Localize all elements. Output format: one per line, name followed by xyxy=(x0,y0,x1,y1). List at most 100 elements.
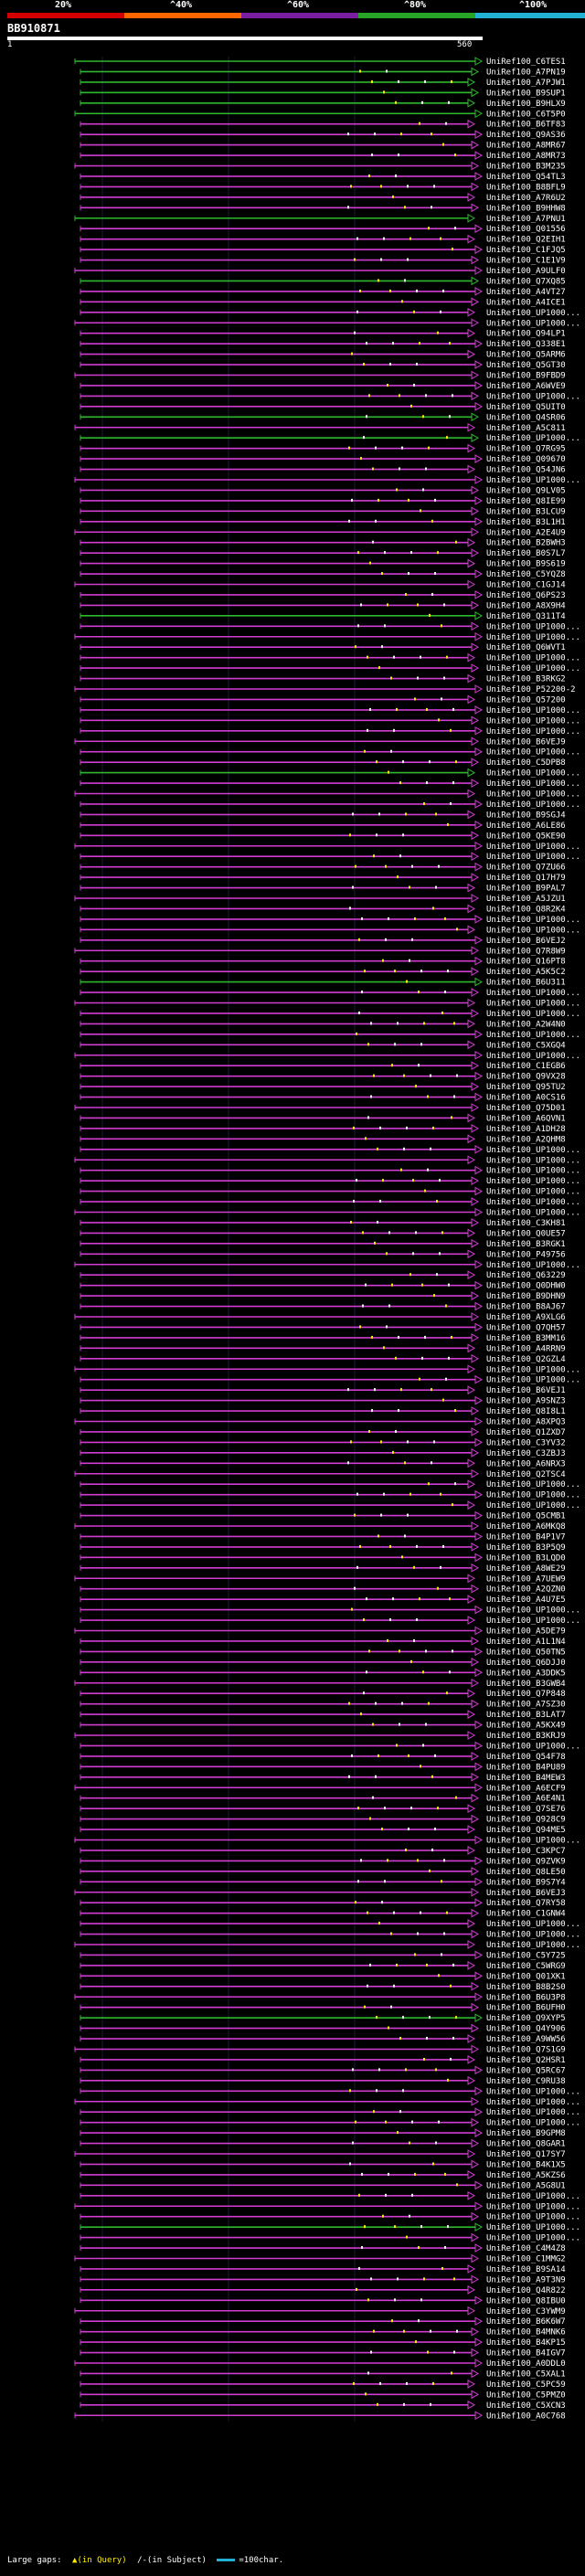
hit-label[interactable]: UniRef100_Q5UIT0 xyxy=(486,403,566,412)
hit-label[interactable]: UniRef100_B9FBD9 xyxy=(486,372,566,381)
hit-label[interactable]: UniRef100_UP1000... xyxy=(486,716,580,726)
hit-label[interactable]: UniRef100_UP1000... xyxy=(486,853,580,862)
hit-label[interactable]: UniRef100_Q95TU2 xyxy=(486,1083,566,1092)
hit-label[interactable]: UniRef100_B4P1V7 xyxy=(486,1532,566,1542)
hit-label[interactable]: UniRef100_UP1000... xyxy=(486,622,580,631)
hit-label[interactable]: UniRef100_Q54TL3 xyxy=(486,173,566,182)
hit-label[interactable]: UniRef100_A5KX49 xyxy=(486,1722,566,1731)
hit-label[interactable]: UniRef100_A4RRN9 xyxy=(486,1344,566,1353)
hit-label[interactable]: UniRef100_Q17SY7 xyxy=(486,2150,566,2159)
hit-label[interactable]: UniRef100_Q9LV05 xyxy=(486,486,566,495)
hit-label[interactable]: UniRef100_A5K5C2 xyxy=(486,968,566,977)
hit-label[interactable]: UniRef100_A7PN19 xyxy=(486,68,566,77)
hit-label[interactable]: UniRef100_UP1000... xyxy=(486,1742,580,1751)
hit-label[interactable]: UniRef100_Q6DJJ0 xyxy=(486,1659,566,1668)
hit-label[interactable]: UniRef100_UP1000... xyxy=(486,1167,580,1176)
hit-label[interactable]: UniRef100_UP1000... xyxy=(486,706,580,716)
hit-label[interactable]: UniRef100_Q01XK1 xyxy=(486,1972,566,1981)
hit-label[interactable]: UniRef100_UP1000... xyxy=(486,989,580,998)
hit-label[interactable]: UniRef100_UP1000... xyxy=(486,1188,580,1197)
hit-label[interactable]: UniRef100_A4ICE1 xyxy=(486,298,566,307)
hit-label[interactable]: UniRef100_UP1000... xyxy=(486,1209,580,1218)
hit-label[interactable]: UniRef100_Q16PT8 xyxy=(486,958,566,967)
hit-label[interactable]: UniRef100_UP1000... xyxy=(486,800,580,810)
hit-label[interactable]: UniRef100_B9HHW8 xyxy=(486,204,566,213)
hit-label[interactable]: UniRef100_A6ECF9 xyxy=(486,1784,566,1793)
hit-label[interactable]: UniRef100_UP1000... xyxy=(486,1931,580,1940)
hit-label[interactable]: UniRef100_A8X9H4 xyxy=(486,601,566,610)
hit-label[interactable]: UniRef100_UP1000... xyxy=(486,1365,580,1374)
hit-label[interactable]: UniRef100_Q4Y906 xyxy=(486,2025,566,2034)
hit-label[interactable]: UniRef100_UP1000... xyxy=(486,664,580,673)
hit-label[interactable]: UniRef100_A5C811 xyxy=(486,424,566,433)
hit-label[interactable]: UniRef100_A7UEW9 xyxy=(486,1574,566,1584)
hit-label[interactable]: UniRef100_A2QHM8 xyxy=(486,1135,566,1144)
hit-label[interactable]: UniRef100_Q5GT30 xyxy=(486,361,566,370)
hit-label[interactable]: UniRef100_Q338E1 xyxy=(486,340,566,349)
hit-label[interactable]: UniRef100_C5WRG9 xyxy=(486,1962,566,1971)
hit-label[interactable]: UniRef100_B6VEJ3 xyxy=(486,1889,566,1898)
hit-label[interactable]: UniRef100_A0CS16 xyxy=(486,1094,566,1103)
hit-label[interactable]: UniRef100_A7SZ30 xyxy=(486,1701,566,1710)
hit-label[interactable]: UniRef100_B9SA14 xyxy=(486,2265,566,2274)
hit-label[interactable]: UniRef100_B6VEJ1 xyxy=(486,1386,566,1395)
hit-label[interactable]: UniRef100_B4MNK6 xyxy=(486,2328,566,2337)
hit-label[interactable]: UniRef100_Q9ZVK9 xyxy=(486,1857,566,1866)
hit-label[interactable]: UniRef100_A6LE86 xyxy=(486,822,566,831)
hit-label[interactable]: UniRef100_B6VEJ9 xyxy=(486,737,566,747)
hit-label[interactable]: UniRef100_P49756 xyxy=(486,1250,566,1259)
hit-label[interactable]: UniRef100_UP1000... xyxy=(486,2087,580,2096)
hit-label[interactable]: UniRef100_UP1000... xyxy=(486,790,580,800)
hit-label[interactable]: UniRef100_Q2GZL4 xyxy=(486,1355,566,1364)
hit-label[interactable]: UniRef100_Q8GAR1 xyxy=(486,2140,566,2149)
hit-label[interactable]: UniRef100_Q8IBU0 xyxy=(486,2296,566,2306)
hit-label[interactable]: UniRef100_Q7QH57 xyxy=(486,1323,566,1332)
hit-label[interactable]: UniRef100_B9DHN9 xyxy=(486,1292,566,1301)
hit-label[interactable]: UniRef100_UP1000... xyxy=(486,633,580,642)
hit-label[interactable]: UniRef100_Q94LP1 xyxy=(486,330,566,339)
hit-label[interactable]: UniRef100_A9T3N9 xyxy=(486,2275,566,2284)
hit-label[interactable]: UniRef100_Q01556 xyxy=(486,225,566,234)
hit-label[interactable]: UniRef100_A8MR67 xyxy=(486,142,566,151)
hit-label[interactable]: UniRef100_C4M4Z8 xyxy=(486,2244,566,2253)
hit-label[interactable]: UniRef100_P52200-2 xyxy=(486,685,576,694)
hit-label[interactable]: UniRef100_Q0UE57 xyxy=(486,1229,566,1238)
hit-label[interactable]: UniRef100_UP1000... xyxy=(486,1491,580,1500)
hit-label[interactable]: UniRef100_B2BWH3 xyxy=(486,539,566,548)
hit-label[interactable]: UniRef100_B9GPM8 xyxy=(486,2129,566,2138)
hit-label[interactable]: UniRef100_C1E1V9 xyxy=(486,257,566,266)
hit-label[interactable]: UniRef100_B4KP15 xyxy=(486,2338,566,2348)
hit-label[interactable]: UniRef100_A5KZS6 xyxy=(486,2171,566,2180)
hit-label[interactable]: UniRef100_UP1000... xyxy=(486,2098,580,2107)
hit-label[interactable]: UniRef100_C1GJ14 xyxy=(486,581,566,590)
hit-label[interactable]: UniRef100_A2E4U9 xyxy=(486,528,566,537)
hit-label[interactable]: UniRef100_B3KRJ9 xyxy=(486,1732,566,1741)
hit-label[interactable]: UniRef100_Q8R2K4 xyxy=(486,905,566,914)
hit-label[interactable]: UniRef100_UP1000... xyxy=(486,1617,580,1626)
hit-label[interactable]: UniRef100_A4U7E5 xyxy=(486,1595,566,1605)
hit-label[interactable]: UniRef100_Q0DHW0 xyxy=(486,1282,566,1291)
hit-label[interactable]: UniRef100_Q5ARM6 xyxy=(486,351,566,360)
hit-label[interactable]: UniRef100_A2QZN0 xyxy=(486,1585,566,1595)
hit-label[interactable]: UniRef100_C5XAL1 xyxy=(486,2369,566,2379)
hit-label[interactable]: UniRef100_Q7RY58 xyxy=(486,1899,566,1908)
hit-label[interactable]: UniRef100_C5XCN3 xyxy=(486,2401,566,2411)
hit-label[interactable]: UniRef100_C6TES1 xyxy=(486,58,566,67)
hit-label[interactable]: UniRef100_UP1000... xyxy=(486,1177,580,1186)
hit-label[interactable]: UniRef100_UP1000... xyxy=(486,1031,580,1040)
hit-label[interactable]: UniRef100_Q7ZU66 xyxy=(486,864,566,873)
hit-label[interactable]: UniRef100_C3YWM9 xyxy=(486,2307,566,2316)
hit-label[interactable]: UniRef100_Q8LE50 xyxy=(486,1868,566,1877)
hit-label[interactable]: UniRef100_UP1000... xyxy=(486,748,580,758)
hit-label[interactable]: UniRef100_C1EGB6 xyxy=(486,1062,566,1071)
hit-label[interactable]: UniRef100_Q311T4 xyxy=(486,612,566,621)
hit-label[interactable]: UniRef100_Q7R8W9 xyxy=(486,947,566,956)
hit-label[interactable]: UniRef100_B3MM16 xyxy=(486,1334,566,1343)
hit-label[interactable]: UniRef100_A7R6U2 xyxy=(486,194,566,203)
hit-label[interactable]: UniRef100_Q54F78 xyxy=(486,1753,566,1762)
hit-label[interactable]: UniRef100_Q8I8L1 xyxy=(486,1407,566,1416)
hit-label[interactable]: UniRef100_C3KPC7 xyxy=(486,1847,566,1856)
hit-label[interactable]: UniRef100_Q94ME5 xyxy=(486,1826,566,1835)
hit-label[interactable]: UniRef100_UP1000... xyxy=(486,779,580,789)
hit-label[interactable]: UniRef100_A5G8U1 xyxy=(486,2181,566,2190)
